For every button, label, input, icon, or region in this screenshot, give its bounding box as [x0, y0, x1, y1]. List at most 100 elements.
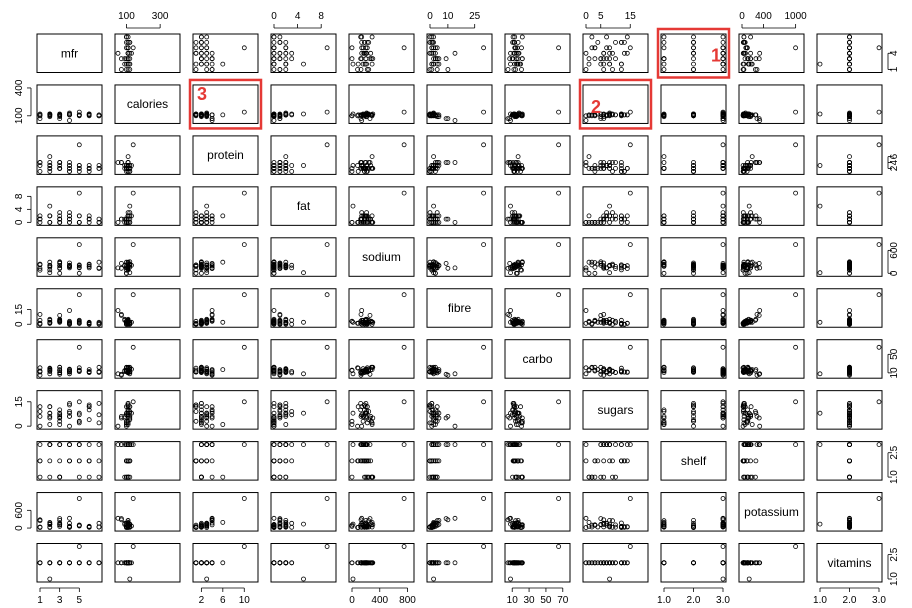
- variable-label-sugars: sugars: [597, 403, 633, 417]
- data-point: [241, 442, 247, 448]
- data-point: [67, 165, 72, 171]
- data-point: [324, 344, 330, 350]
- tick-label-sodium: 600: [889, 242, 900, 259]
- data-point: [619, 216, 624, 222]
- panel-frame: [270, 186, 337, 226]
- data-point: [283, 168, 289, 174]
- data-point: [283, 410, 289, 416]
- data-point: [204, 410, 210, 416]
- data-point: [198, 264, 204, 270]
- data-point: [847, 210, 852, 216]
- data-point: [613, 40, 618, 45]
- data-point: [360, 522, 366, 527]
- data-point: [431, 40, 437, 45]
- tick-label-vitamins: 1.0: [813, 595, 827, 606]
- data-point: [271, 410, 277, 416]
- data-point: [209, 410, 215, 416]
- data-point: [37, 163, 43, 168]
- data-point: [271, 118, 277, 123]
- data-point: [691, 210, 696, 216]
- data-point: [583, 113, 589, 119]
- data-point: [583, 163, 589, 168]
- data-point: [847, 213, 852, 219]
- data-point: [271, 112, 277, 118]
- data-point: [604, 442, 609, 448]
- data-point: [607, 576, 612, 582]
- data-point: [204, 418, 210, 424]
- data-point: [220, 213, 226, 219]
- data-point: [361, 50, 367, 56]
- data-point: [301, 163, 306, 168]
- data-point: [86, 168, 92, 174]
- data-point: [514, 270, 519, 276]
- data-point: [515, 413, 521, 419]
- panel-calories-fibre: [426, 84, 493, 124]
- panel-fat-vitamins: [816, 186, 883, 226]
- data-point: [556, 292, 561, 298]
- data-point: [119, 67, 124, 72]
- data-point: [198, 407, 204, 413]
- panel-frame: [504, 33, 571, 73]
- data-point: [363, 518, 369, 523]
- data-point: [601, 56, 607, 62]
- data-point: [610, 317, 615, 323]
- data-point: [360, 213, 366, 219]
- data-point: [601, 67, 607, 72]
- data-point: [691, 417, 696, 423]
- data-point: [271, 261, 277, 267]
- data-point: [198, 261, 204, 267]
- data-point: [481, 45, 487, 51]
- data-point: [204, 219, 210, 225]
- data-point: [720, 165, 726, 171]
- panel-sodium-potassium: [738, 237, 805, 277]
- data-point: [589, 259, 595, 265]
- panel-carbo-potassium: [738, 339, 805, 379]
- data-point: [96, 520, 102, 526]
- data-point: [748, 56, 753, 62]
- data-point: [47, 168, 53, 174]
- data-point: [432, 270, 438, 276]
- data-point: [271, 415, 277, 421]
- data-point: [607, 203, 612, 209]
- panel-calories-vitamins: [816, 84, 883, 124]
- data-point: [507, 312, 513, 318]
- data-point: [429, 50, 435, 56]
- data-point: [283, 404, 289, 410]
- data-point: [744, 458, 750, 464]
- data-point: [349, 474, 355, 480]
- data-point: [283, 112, 289, 118]
- data-point: [720, 112, 726, 118]
- data-point: [607, 61, 612, 67]
- panel-protein-carbo: [504, 135, 571, 175]
- data-point: [76, 317, 82, 323]
- data-point: [720, 216, 726, 222]
- data-point: [624, 112, 630, 118]
- data-point: [793, 544, 798, 549]
- data-point: [86, 458, 92, 464]
- data-point: [350, 61, 356, 67]
- data-point: [370, 219, 376, 225]
- data-point: [401, 344, 407, 350]
- panel-carbo-shelf: [660, 339, 727, 379]
- data-point: [350, 203, 356, 209]
- data-point: [757, 118, 763, 123]
- data-point: [283, 67, 289, 72]
- data-point: [601, 372, 607, 378]
- data-point: [360, 317, 366, 323]
- data-point: [452, 50, 458, 56]
- data-point: [720, 308, 726, 313]
- data-point: [119, 371, 124, 377]
- data-point: [592, 56, 598, 62]
- panel-frame: [270, 288, 337, 328]
- data-point: [691, 168, 696, 174]
- data-point: [47, 410, 53, 416]
- data-point: [793, 344, 798, 350]
- data-point: [209, 112, 215, 118]
- panel-frame: [504, 390, 571, 430]
- tick-label-potassium: 0: [14, 525, 25, 531]
- data-point: [744, 45, 750, 51]
- data-point: [598, 259, 604, 265]
- data-point: [583, 515, 589, 521]
- data-point: [556, 442, 561, 448]
- data-point: [515, 213, 521, 219]
